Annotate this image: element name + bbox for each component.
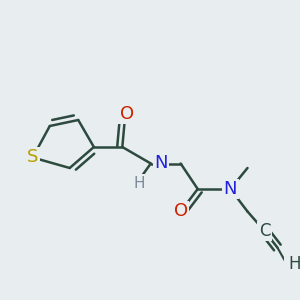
Text: N: N — [154, 154, 168, 172]
Text: O: O — [174, 202, 188, 220]
Text: H: H — [134, 176, 145, 190]
Text: H: H — [288, 255, 300, 273]
Text: N: N — [224, 180, 237, 198]
Text: C: C — [259, 222, 270, 240]
Text: S: S — [27, 148, 38, 166]
Text: O: O — [119, 105, 134, 123]
